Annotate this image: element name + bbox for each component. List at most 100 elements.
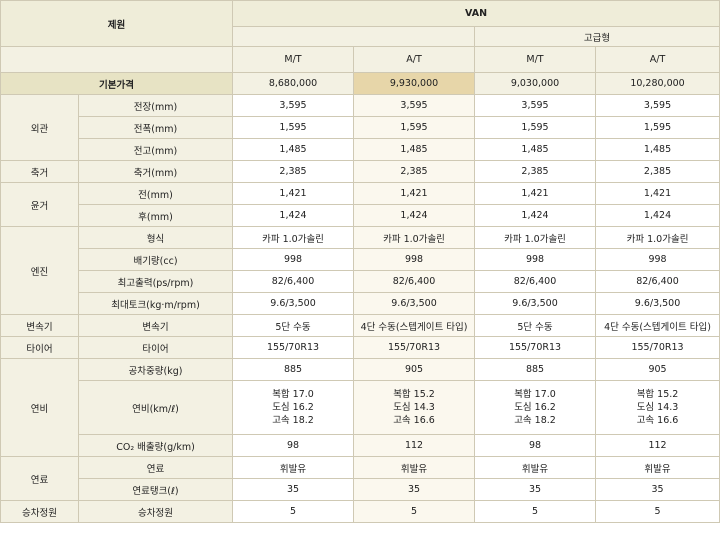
- cell: 9.6/3,500: [474, 292, 597, 315]
- price-value: 9,930,000: [353, 72, 476, 95]
- cell: 998: [474, 248, 597, 271]
- cell: 휘발유: [595, 456, 720, 479]
- cell: 카파 1.0가솔린: [595, 226, 720, 249]
- group-tire: 타이어: [0, 336, 79, 359]
- row-label-tread-rear: 후(mm): [77, 204, 234, 227]
- cell: 9.6/3,500: [232, 292, 355, 315]
- row-label-engine-type: 형식: [77, 226, 234, 249]
- row-label-fuel-type: 연료: [77, 456, 234, 479]
- cell: 155/70R13: [232, 336, 355, 359]
- cell: 9.6/3,500: [353, 292, 476, 315]
- group-fuel: 연료: [0, 456, 79, 501]
- row-label-length: 전장(mm): [77, 94, 234, 117]
- cell: 3,595: [474, 94, 597, 117]
- row-label-tread-front: 전(mm): [77, 182, 234, 205]
- cell: 카파 1.0가솔린: [474, 226, 597, 249]
- cell: 155/70R13: [353, 336, 476, 359]
- cell: 1,485: [595, 138, 720, 161]
- fuel-economy-line: 고속 18.2: [514, 415, 556, 426]
- cell: 885: [474, 358, 597, 381]
- cell: 4단 수동(스텝게이트 타입): [353, 314, 476, 337]
- cell: 5단 수동: [474, 314, 597, 337]
- cell: 1,595: [595, 116, 720, 139]
- cell: 35: [353, 478, 476, 501]
- cell: 9.6/3,500: [595, 292, 720, 315]
- trans-header: M/T: [474, 46, 597, 73]
- group-axle: 축거: [0, 160, 79, 183]
- group-seating: 승차정원: [0, 500, 79, 523]
- cell: 1,424: [595, 204, 720, 227]
- fuel-economy-line: 도심 16.2: [272, 402, 314, 413]
- van-sub-header: [232, 26, 476, 47]
- row-label-max-torque: 최대토크(kg·m/rpm): [77, 292, 234, 315]
- cell: 복합 17.0 도심 16.2 고속 18.2: [232, 380, 355, 435]
- trans-header: A/T: [353, 46, 476, 73]
- price-value: 10,280,000: [595, 72, 720, 95]
- row-label-wheelbase: 축거(mm): [77, 160, 234, 183]
- cell: 998: [595, 248, 720, 271]
- cell: 82/6,400: [353, 270, 476, 293]
- cell: 3,595: [353, 94, 476, 117]
- cell: 3,595: [232, 94, 355, 117]
- cell: 4단 수동(스텝게이트 타입): [595, 314, 720, 337]
- cell: 885: [232, 358, 355, 381]
- cell: 112: [595, 434, 720, 457]
- cell: 5단 수동: [232, 314, 355, 337]
- cell: 112: [353, 434, 476, 457]
- cell: 휘발유: [474, 456, 597, 479]
- cell: 2,385: [232, 160, 355, 183]
- cell: 3,595: [595, 94, 720, 117]
- cell: 1,424: [474, 204, 597, 227]
- fuel-economy-line: 도심 16.2: [514, 402, 556, 413]
- row-label-width: 전폭(mm): [77, 116, 234, 139]
- cell: 1,595: [232, 116, 355, 139]
- fuel-economy-line: 복합 17.0: [514, 389, 556, 400]
- cell: 휘발유: [353, 456, 476, 479]
- cell: 1,485: [353, 138, 476, 161]
- group-transmission: 변속기: [0, 314, 79, 337]
- row-label-fuel-economy: 연비(km/ℓ): [77, 380, 234, 435]
- cell: 1,421: [595, 182, 720, 205]
- price-label: 기본가격: [0, 72, 234, 95]
- cell: 2,385: [595, 160, 720, 183]
- cell: 1,595: [474, 116, 597, 139]
- cell: 복합 17.0 도심 16.2 고속 18.2: [474, 380, 597, 435]
- row-label-co2: CO₂ 배출량(g/km): [77, 434, 234, 457]
- spec-header: 제원: [0, 0, 234, 47]
- price-value: 8,680,000: [232, 72, 355, 95]
- cell: 98: [232, 434, 355, 457]
- cell: 1,424: [232, 204, 355, 227]
- spec-table: 제원 VAN 고급형 M/T A/T M/T A/T 기본가격 8,680,00…: [0, 0, 720, 523]
- row-label-transmission: 변속기: [77, 314, 234, 337]
- cell: 82/6,400: [595, 270, 720, 293]
- van-header: VAN: [232, 0, 720, 27]
- cell: 휘발유: [232, 456, 355, 479]
- price-value: 9,030,000: [474, 72, 597, 95]
- fuel-economy-line: 복합 15.2: [636, 389, 679, 400]
- cell: 1,485: [232, 138, 355, 161]
- group-tread: 윤거: [0, 182, 79, 227]
- row-label-displacement: 배기량(cc): [77, 248, 234, 271]
- cell: 2,385: [474, 160, 597, 183]
- row-label-max-power: 최고출력(ps/rpm): [77, 270, 234, 293]
- cell: 1,485: [474, 138, 597, 161]
- row-label-seating: 승차정원: [77, 500, 234, 523]
- cell: 155/70R13: [595, 336, 720, 359]
- premium-header: 고급형: [474, 26, 720, 47]
- cell: 1,424: [353, 204, 476, 227]
- trans-header: M/T: [232, 46, 355, 73]
- cell: 복합 15.2 도심 14.3 고속 16.6: [595, 380, 720, 435]
- cell: 98: [474, 434, 597, 457]
- cell: 2,385: [353, 160, 476, 183]
- group-engine: 엔진: [0, 226, 79, 315]
- cell: 5: [232, 500, 355, 523]
- fuel-economy-line: 복합 17.0: [272, 389, 314, 400]
- cell: 35: [474, 478, 597, 501]
- fuel-economy-line: 복합 15.2: [393, 389, 435, 400]
- cell: 복합 15.2 도심 14.3 고속 16.6: [353, 380, 476, 435]
- cell: 82/6,400: [232, 270, 355, 293]
- cell: 35: [232, 478, 355, 501]
- cell: 905: [595, 358, 720, 381]
- cell: 5: [353, 500, 476, 523]
- cell: 5: [474, 500, 597, 523]
